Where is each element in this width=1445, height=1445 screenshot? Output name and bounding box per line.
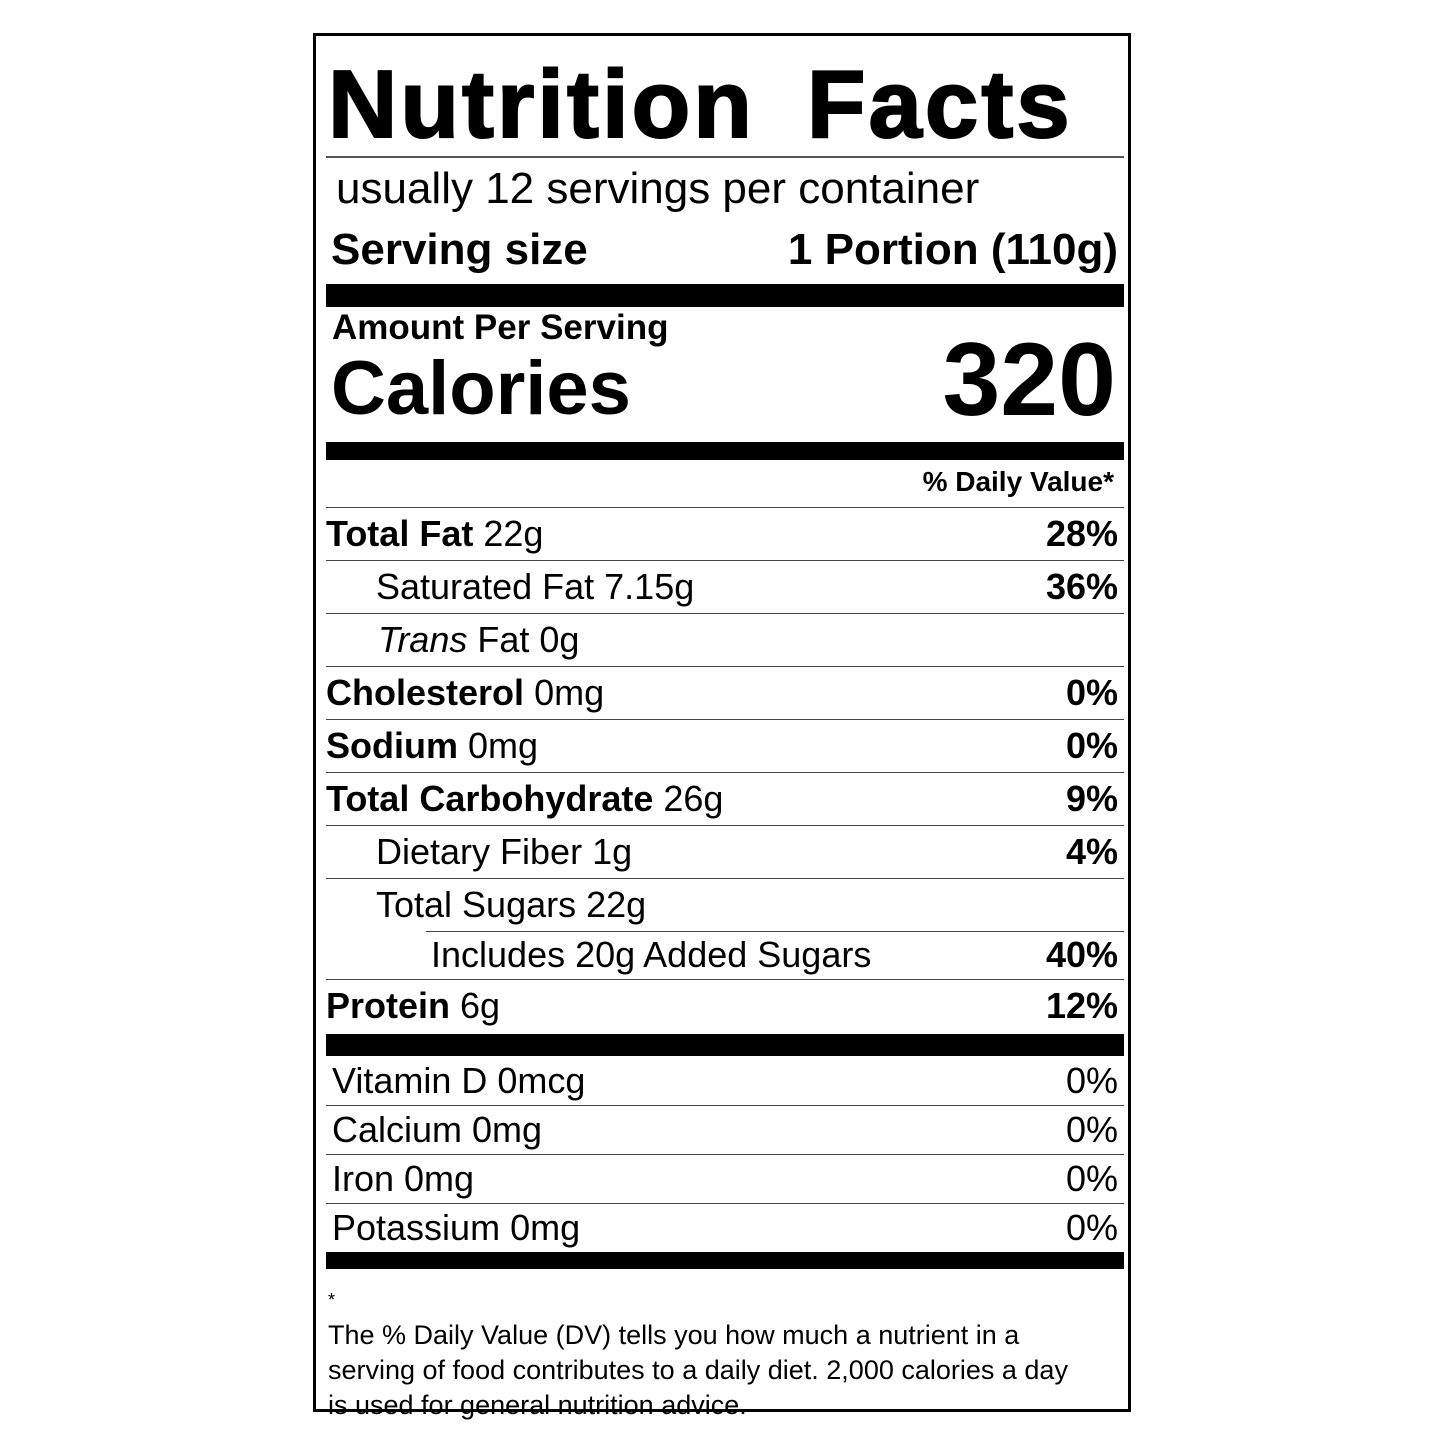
divider xyxy=(426,931,1124,932)
nutrient-row-total-fat: Total Fat 22g 28% xyxy=(326,513,1118,554)
divider xyxy=(326,878,1124,879)
divider xyxy=(326,507,1124,508)
nutrient-row-dietary-fiber: Dietary Fiber 1g 4% xyxy=(376,831,1118,872)
nutrient-row-cholesterol: Cholesterol 0mg 0% xyxy=(326,672,1118,713)
title-word: Facts xyxy=(806,50,1073,159)
calories-value: 320 xyxy=(942,322,1116,438)
footnote: *The % Daily Value (DV) tells you how mu… xyxy=(328,1290,1068,1420)
serving-size-value: 1 Portion (110g) xyxy=(787,225,1118,274)
nutrition-facts-label: Nutrition Facts usually 12 servings per c… xyxy=(313,33,1131,1420)
daily-value-header: % Daily Value* xyxy=(922,466,1114,497)
divider xyxy=(326,156,1124,158)
amount-per-serving: Amount Per Serving xyxy=(332,308,669,347)
nutrient-row-saturated-fat: Saturated Fat 7.15g 36% xyxy=(376,566,1118,607)
nutrient-row-trans-fat: Trans Fat 0g xyxy=(378,619,580,660)
nutrient-row-total-carbohydrate: Total Carbohydrate 26g 9% xyxy=(326,778,1118,819)
thick-divider xyxy=(326,442,1124,460)
divider xyxy=(326,613,1124,614)
divider xyxy=(326,1203,1124,1204)
nutrient-row-total-sugars: Total Sugars 22g xyxy=(376,884,647,925)
thick-divider xyxy=(326,1252,1124,1269)
title-word: Nutrition xyxy=(327,50,755,159)
divider xyxy=(326,560,1124,561)
divider xyxy=(326,1154,1124,1155)
nutrient-row-added-sugars: Includes 20g Added Sugars 40% xyxy=(431,934,1118,975)
divider xyxy=(326,825,1124,826)
nutrient-row-sodium: Sodium 0mg 0% xyxy=(326,725,1118,766)
label-title: Nutrition Facts xyxy=(327,50,1073,160)
divider xyxy=(326,666,1124,667)
micronutrient-row-iron: Iron 0mg 0% xyxy=(332,1158,1118,1199)
serving-size-row: Serving size 1 Portion (110g) xyxy=(331,225,1118,275)
calories-label: Calories xyxy=(331,346,631,431)
thick-divider xyxy=(326,284,1124,307)
servings-per-container: usually 12 servings per container xyxy=(336,164,980,213)
thick-divider xyxy=(326,1034,1124,1056)
micronutrient-row-potassium: Potassium 0mg 0% xyxy=(332,1207,1118,1248)
divider xyxy=(326,719,1124,720)
serving-size-label: Serving size xyxy=(331,225,588,274)
micronutrient-row-vitamin-d: Vitamin D 0mcg 0% xyxy=(332,1060,1118,1101)
calories-row: Calories 320 xyxy=(331,328,1116,432)
nutrient-row-protein: Protein 6g 12% xyxy=(326,985,1118,1026)
divider xyxy=(326,979,1124,980)
divider xyxy=(326,1105,1124,1106)
micronutrient-row-calcium: Calcium 0mg 0% xyxy=(332,1109,1118,1150)
divider xyxy=(326,772,1124,773)
